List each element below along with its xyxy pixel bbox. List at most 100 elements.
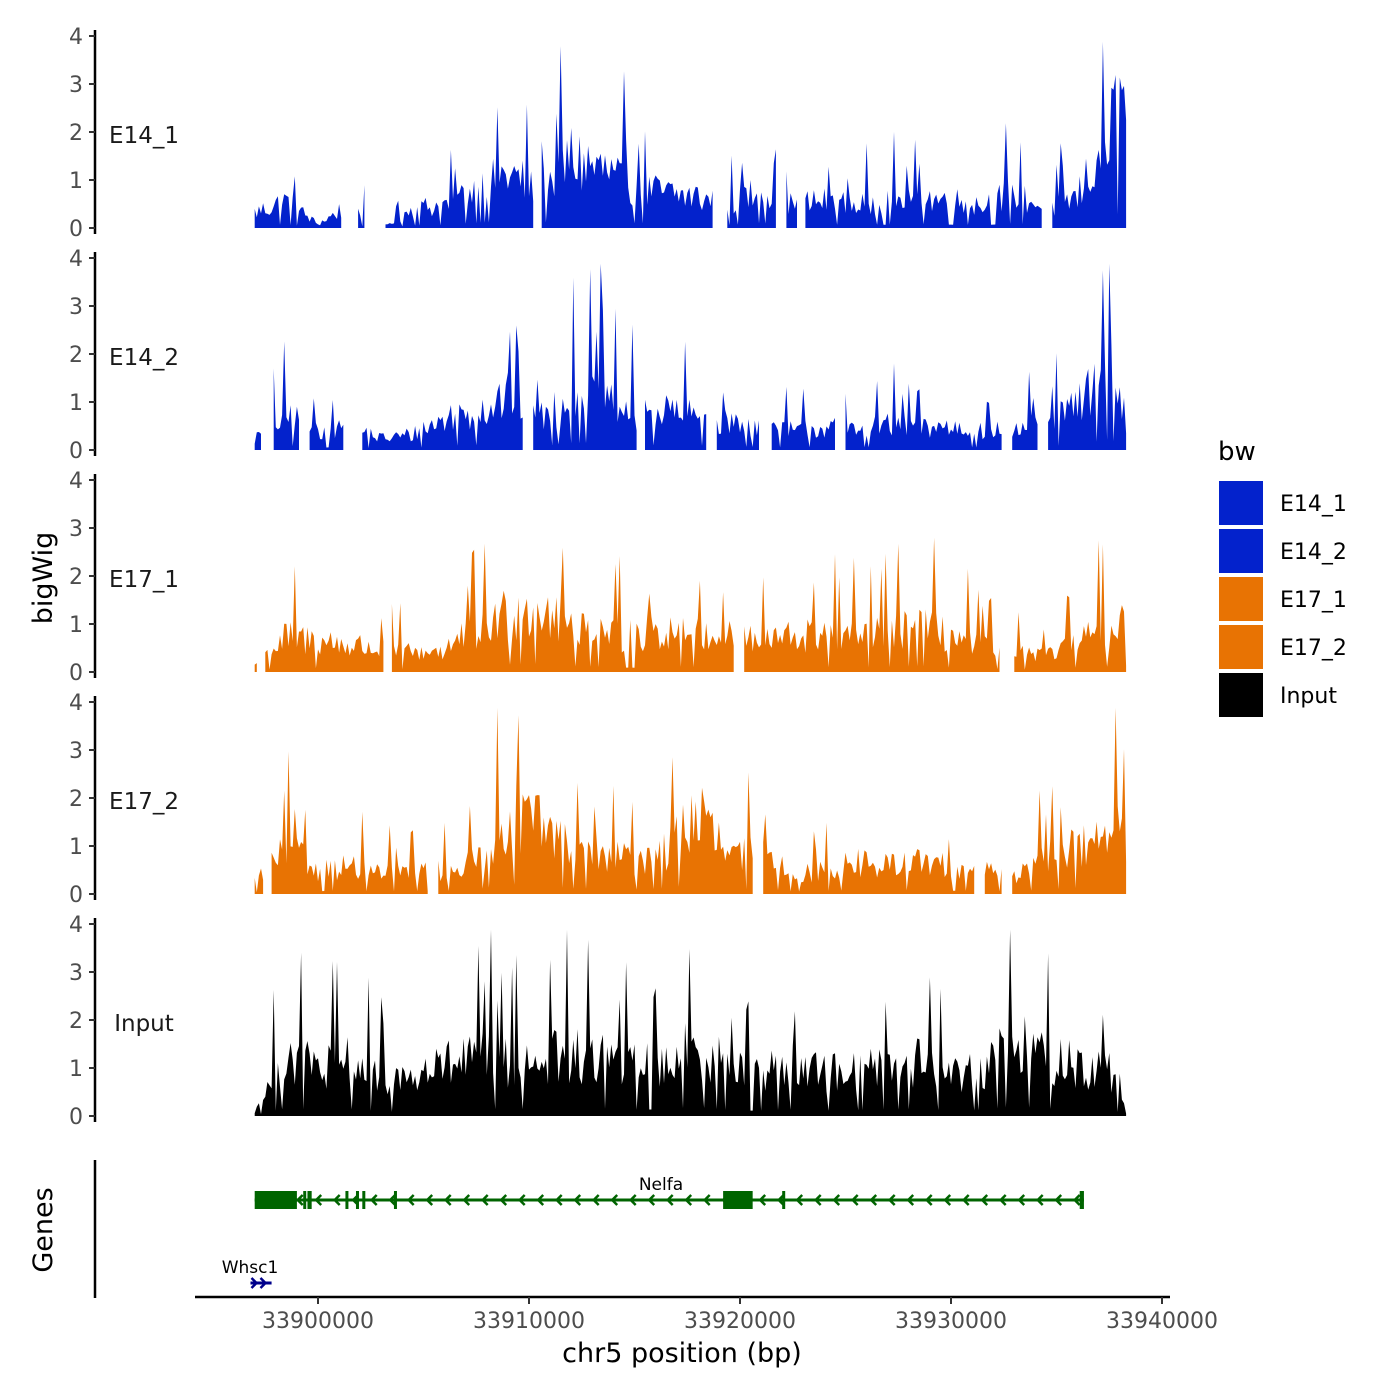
strand-arrow — [610, 1194, 619, 1206]
strand-arrow — [832, 1194, 841, 1206]
x-axis-title: chr5 position (bp) — [562, 1338, 802, 1369]
strand-arrow — [462, 1194, 471, 1206]
y-tick-label: 3 — [69, 739, 83, 764]
y-tick-label: 4 — [69, 469, 83, 494]
genes-track: Nelfa Whsc1 — [93, 1160, 1084, 1298]
y-tick-label: 4 — [69, 247, 83, 272]
y-tick-label: 0 — [69, 1105, 83, 1130]
track-label: E17_1 — [109, 567, 179, 593]
y-tick-label: 0 — [69, 661, 83, 686]
strand-arrow — [980, 1194, 989, 1206]
track-input: 0 1 2 3 4 Input — [69, 913, 1127, 1130]
strand-arrow — [573, 1194, 582, 1206]
y-tick-label: 0 — [69, 883, 83, 908]
exon — [307, 1191, 312, 1209]
strand-arrow — [259, 1277, 268, 1289]
strand-arrow — [1017, 1194, 1026, 1206]
legend-key — [1217, 479, 1265, 527]
strand-arrow — [776, 1194, 785, 1206]
strand-arrow — [536, 1194, 545, 1206]
strand-arrow — [887, 1194, 896, 1206]
strand-arrow — [1054, 1194, 1063, 1206]
exon — [254, 1191, 297, 1209]
legend-item-e14-2: E14_2 — [1217, 527, 1347, 575]
strand-arrow — [250, 1277, 259, 1289]
strand-arrow — [554, 1194, 563, 1206]
y-tick-label: 2 — [69, 1009, 83, 1034]
strand-arrow — [480, 1194, 489, 1206]
exon — [362, 1191, 366, 1209]
strand-arrow — [906, 1194, 915, 1206]
coverage-area-input — [254, 929, 1127, 1116]
track-label: E14_2 — [109, 345, 179, 371]
exon — [393, 1191, 397, 1209]
track-label: E17_2 — [109, 789, 179, 815]
genes-track-title: Genes — [28, 1187, 59, 1272]
y-axis-title: bigWig — [28, 532, 59, 625]
strand-arrow — [332, 1194, 341, 1206]
coverage-area-e14-1 — [254, 41, 1127, 228]
x-tick-label: 33910000 — [473, 1309, 585, 1334]
track-e17-1: 0 1 2 3 4 E17_1 — [69, 469, 1127, 686]
x-tick-label: 33900000 — [262, 1309, 374, 1334]
y-tick-label: 0 — [69, 217, 83, 242]
legend-label: E14_2 — [1280, 540, 1347, 565]
track-label: E14_1 — [109, 123, 179, 149]
y-tick-label: 1 — [69, 169, 83, 194]
strand-arrow — [924, 1194, 933, 1206]
strand-arrow — [850, 1194, 859, 1206]
legend-item-e17-2: E17_2 — [1217, 623, 1347, 671]
y-tick-label: 1 — [69, 835, 83, 860]
strand-arrow — [702, 1194, 711, 1206]
exon — [355, 1191, 359, 1209]
y-tick-label: 3 — [69, 295, 83, 320]
x-tick-label: 33930000 — [895, 1309, 1007, 1334]
strand-arrow — [443, 1194, 452, 1206]
strand-arrow — [961, 1194, 970, 1206]
legend-key — [1217, 671, 1265, 719]
legend-item-e14-1: E14_1 — [1217, 479, 1347, 527]
y-tick-label: 4 — [69, 691, 83, 716]
legend-label: E17_1 — [1280, 588, 1347, 613]
strand-arrow — [795, 1194, 804, 1206]
x-tick-label: 33920000 — [684, 1309, 796, 1334]
track-e14-1: 0 1 2 3 4 E14_1 — [69, 25, 1127, 242]
y-tick-label: 4 — [69, 913, 83, 938]
legend-title: bw — [1218, 437, 1256, 467]
legend-item-input: Input — [1217, 671, 1337, 719]
track-e17-2: 0 1 2 3 4 E17_2 — [69, 691, 1127, 908]
strand-arrow — [998, 1194, 1007, 1206]
gene-label: Nelfa — [639, 1175, 683, 1195]
strand-arrow — [517, 1194, 526, 1206]
y-tick-label: 3 — [69, 517, 83, 542]
x-axis: 33900000 33910000 33920000 33930000 33940000 — [195, 1295, 1218, 1334]
y-tick-label: 4 — [69, 25, 83, 50]
strand-arrow — [628, 1194, 637, 1206]
strand-arrow — [406, 1194, 415, 1206]
y-tick-label: 3 — [69, 961, 83, 986]
strand-arrow — [388, 1194, 397, 1206]
strand-arrow — [684, 1194, 693, 1206]
track-panels: 0 1 2 3 4 E14_1 0 1 2 3 4 E14_2 0 1 2 3 4 E17_1 0 1 2 3 4 E17_2… — [69, 25, 1127, 1130]
strand-arrow — [295, 1194, 304, 1206]
strand-arrow — [1035, 1194, 1044, 1206]
strand-arrow — [591, 1194, 600, 1206]
legend-key — [1217, 527, 1265, 575]
y-tick-label: 2 — [69, 787, 83, 812]
strand-arrow — [425, 1194, 434, 1206]
x-tick-label: 33940000 — [1106, 1309, 1218, 1334]
exon — [782, 1191, 786, 1209]
y-tick-label: 0 — [69, 439, 83, 464]
y-tick-label: 2 — [69, 121, 83, 146]
gene-whsc1: Whsc1 — [222, 1258, 279, 1289]
gene-nelfa: Nelfa — [254, 1175, 1084, 1209]
legend-label: Input — [1280, 684, 1337, 709]
exon — [303, 1191, 307, 1209]
legend-label: E17_2 — [1280, 636, 1347, 661]
legend-key — [1217, 623, 1265, 671]
strand-arrow — [813, 1194, 822, 1206]
strand-arrow — [314, 1194, 323, 1206]
strand-arrow — [499, 1194, 508, 1206]
gene-label: Whsc1 — [222, 1258, 279, 1278]
